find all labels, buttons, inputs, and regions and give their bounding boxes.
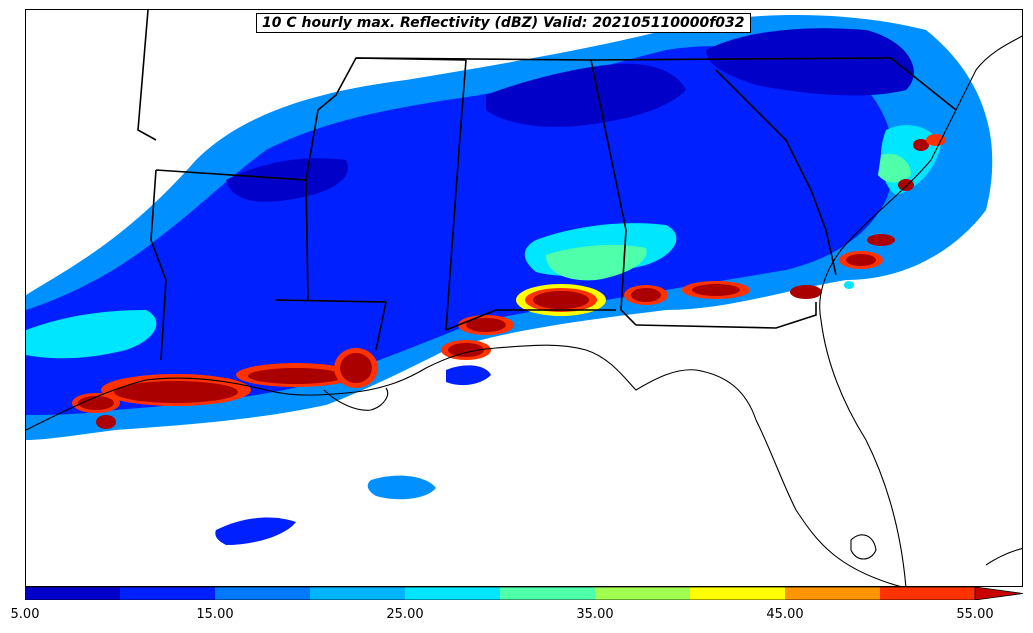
storm-cells [72,134,946,429]
precip-green-1 [546,244,647,281]
state-border [445,59,467,331]
precip-navy-1 [486,63,686,127]
storm-cell [114,381,238,403]
colorbar-segment [595,587,691,600]
storm-cell [533,291,589,309]
colorbar [25,587,1023,600]
colorbar-segment [120,587,216,600]
precip-green-2 [878,153,911,183]
storm-cell [448,343,484,357]
precip-shield [26,15,993,545]
colorbar-tick-label: 55.00 [956,607,994,622]
gulf-coast [26,344,901,586]
state-border [275,299,387,351]
colorbar-tick-label: 25.00 [386,607,424,622]
state-border [150,169,167,361]
storm-cell [466,318,506,332]
storm-cell [340,353,372,383]
coast-se-tip [985,547,1022,566]
precip-navy-3 [226,158,348,202]
storm-cell [692,284,740,296]
colorbar-segment [880,587,976,600]
reflectivity-map [26,10,1022,586]
storm-cell [96,415,116,429]
storm-cell [913,139,929,151]
storm-cell [631,288,661,302]
precip-blue-gulf [215,517,296,545]
state-border [590,57,957,111]
state-border [137,10,157,141]
storm-cell [844,281,854,289]
state-border [715,69,837,276]
state-border [355,57,637,326]
precip-blue-gulf-2 [446,365,491,386]
storm-cell [846,254,876,266]
storm-cell [790,285,822,299]
colorbar-segment [785,587,881,600]
colorbar-segment [500,587,596,600]
colorbar-segment [215,587,311,600]
storm-cell [248,368,344,384]
map-title: 10 C hourly max. Reflectivity (dBZ) Vali… [256,13,751,33]
colorbar-segment [690,587,786,600]
colorbar-tick-label: 45.00 [766,607,804,622]
colorbar-extend-arrow [974,587,1023,600]
bay-outline [323,387,389,411]
colorbar-tick-label: 15.00 [196,607,234,622]
colorbar-segment [310,587,406,600]
colorbar-tick-label: 5.00 [10,607,40,622]
boundaries [137,10,957,361]
precip-blue [26,46,894,415]
precip-navy-2 [706,28,914,96]
florida-lake [850,534,877,560]
state-border [445,309,616,331]
colorbar-tick-label: 35.00 [576,607,614,622]
precip-cyan-3 [26,310,157,359]
map-panel[interactable] [25,9,1023,587]
colorbar-segment [405,587,501,600]
colorbar-segment [25,587,121,600]
storm-cell [78,396,114,410]
storm-cell [926,134,946,146]
coastline [26,35,1022,586]
atlantic-coast [819,35,1022,586]
storm-cell [867,234,895,246]
state-border [635,302,817,329]
precip-light-blue-south [367,475,436,500]
